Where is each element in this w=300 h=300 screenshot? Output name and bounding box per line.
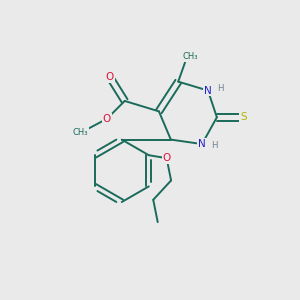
Text: CH₃: CH₃ [182, 52, 198, 61]
Text: H: H [211, 141, 218, 150]
Text: O: O [103, 114, 111, 124]
Text: H: H [217, 84, 224, 93]
Text: N: N [198, 139, 206, 149]
Text: N: N [204, 85, 212, 96]
Text: CH₃: CH₃ [72, 128, 88, 137]
Text: O: O [163, 153, 171, 163]
Text: S: S [240, 112, 247, 122]
Text: O: O [106, 72, 114, 82]
